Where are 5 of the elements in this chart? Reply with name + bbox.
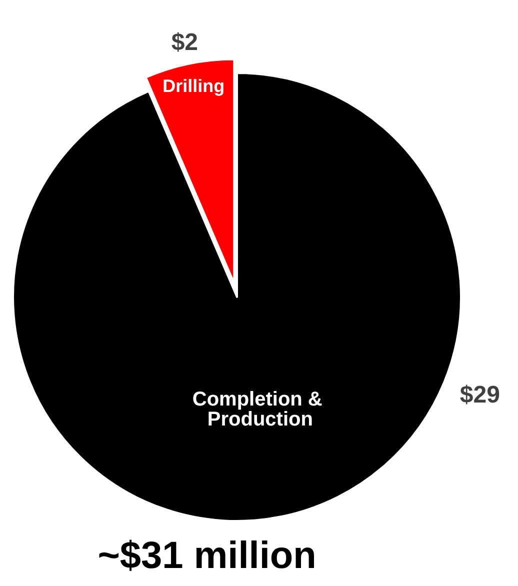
slice-label: Completion & Production bbox=[192, 388, 328, 431]
slice-label: Drilling bbox=[162, 76, 225, 96]
data-label: $29 bbox=[460, 382, 500, 409]
text: ~$31 million bbox=[98, 535, 316, 577]
data-label: $2 bbox=[171, 28, 198, 56]
